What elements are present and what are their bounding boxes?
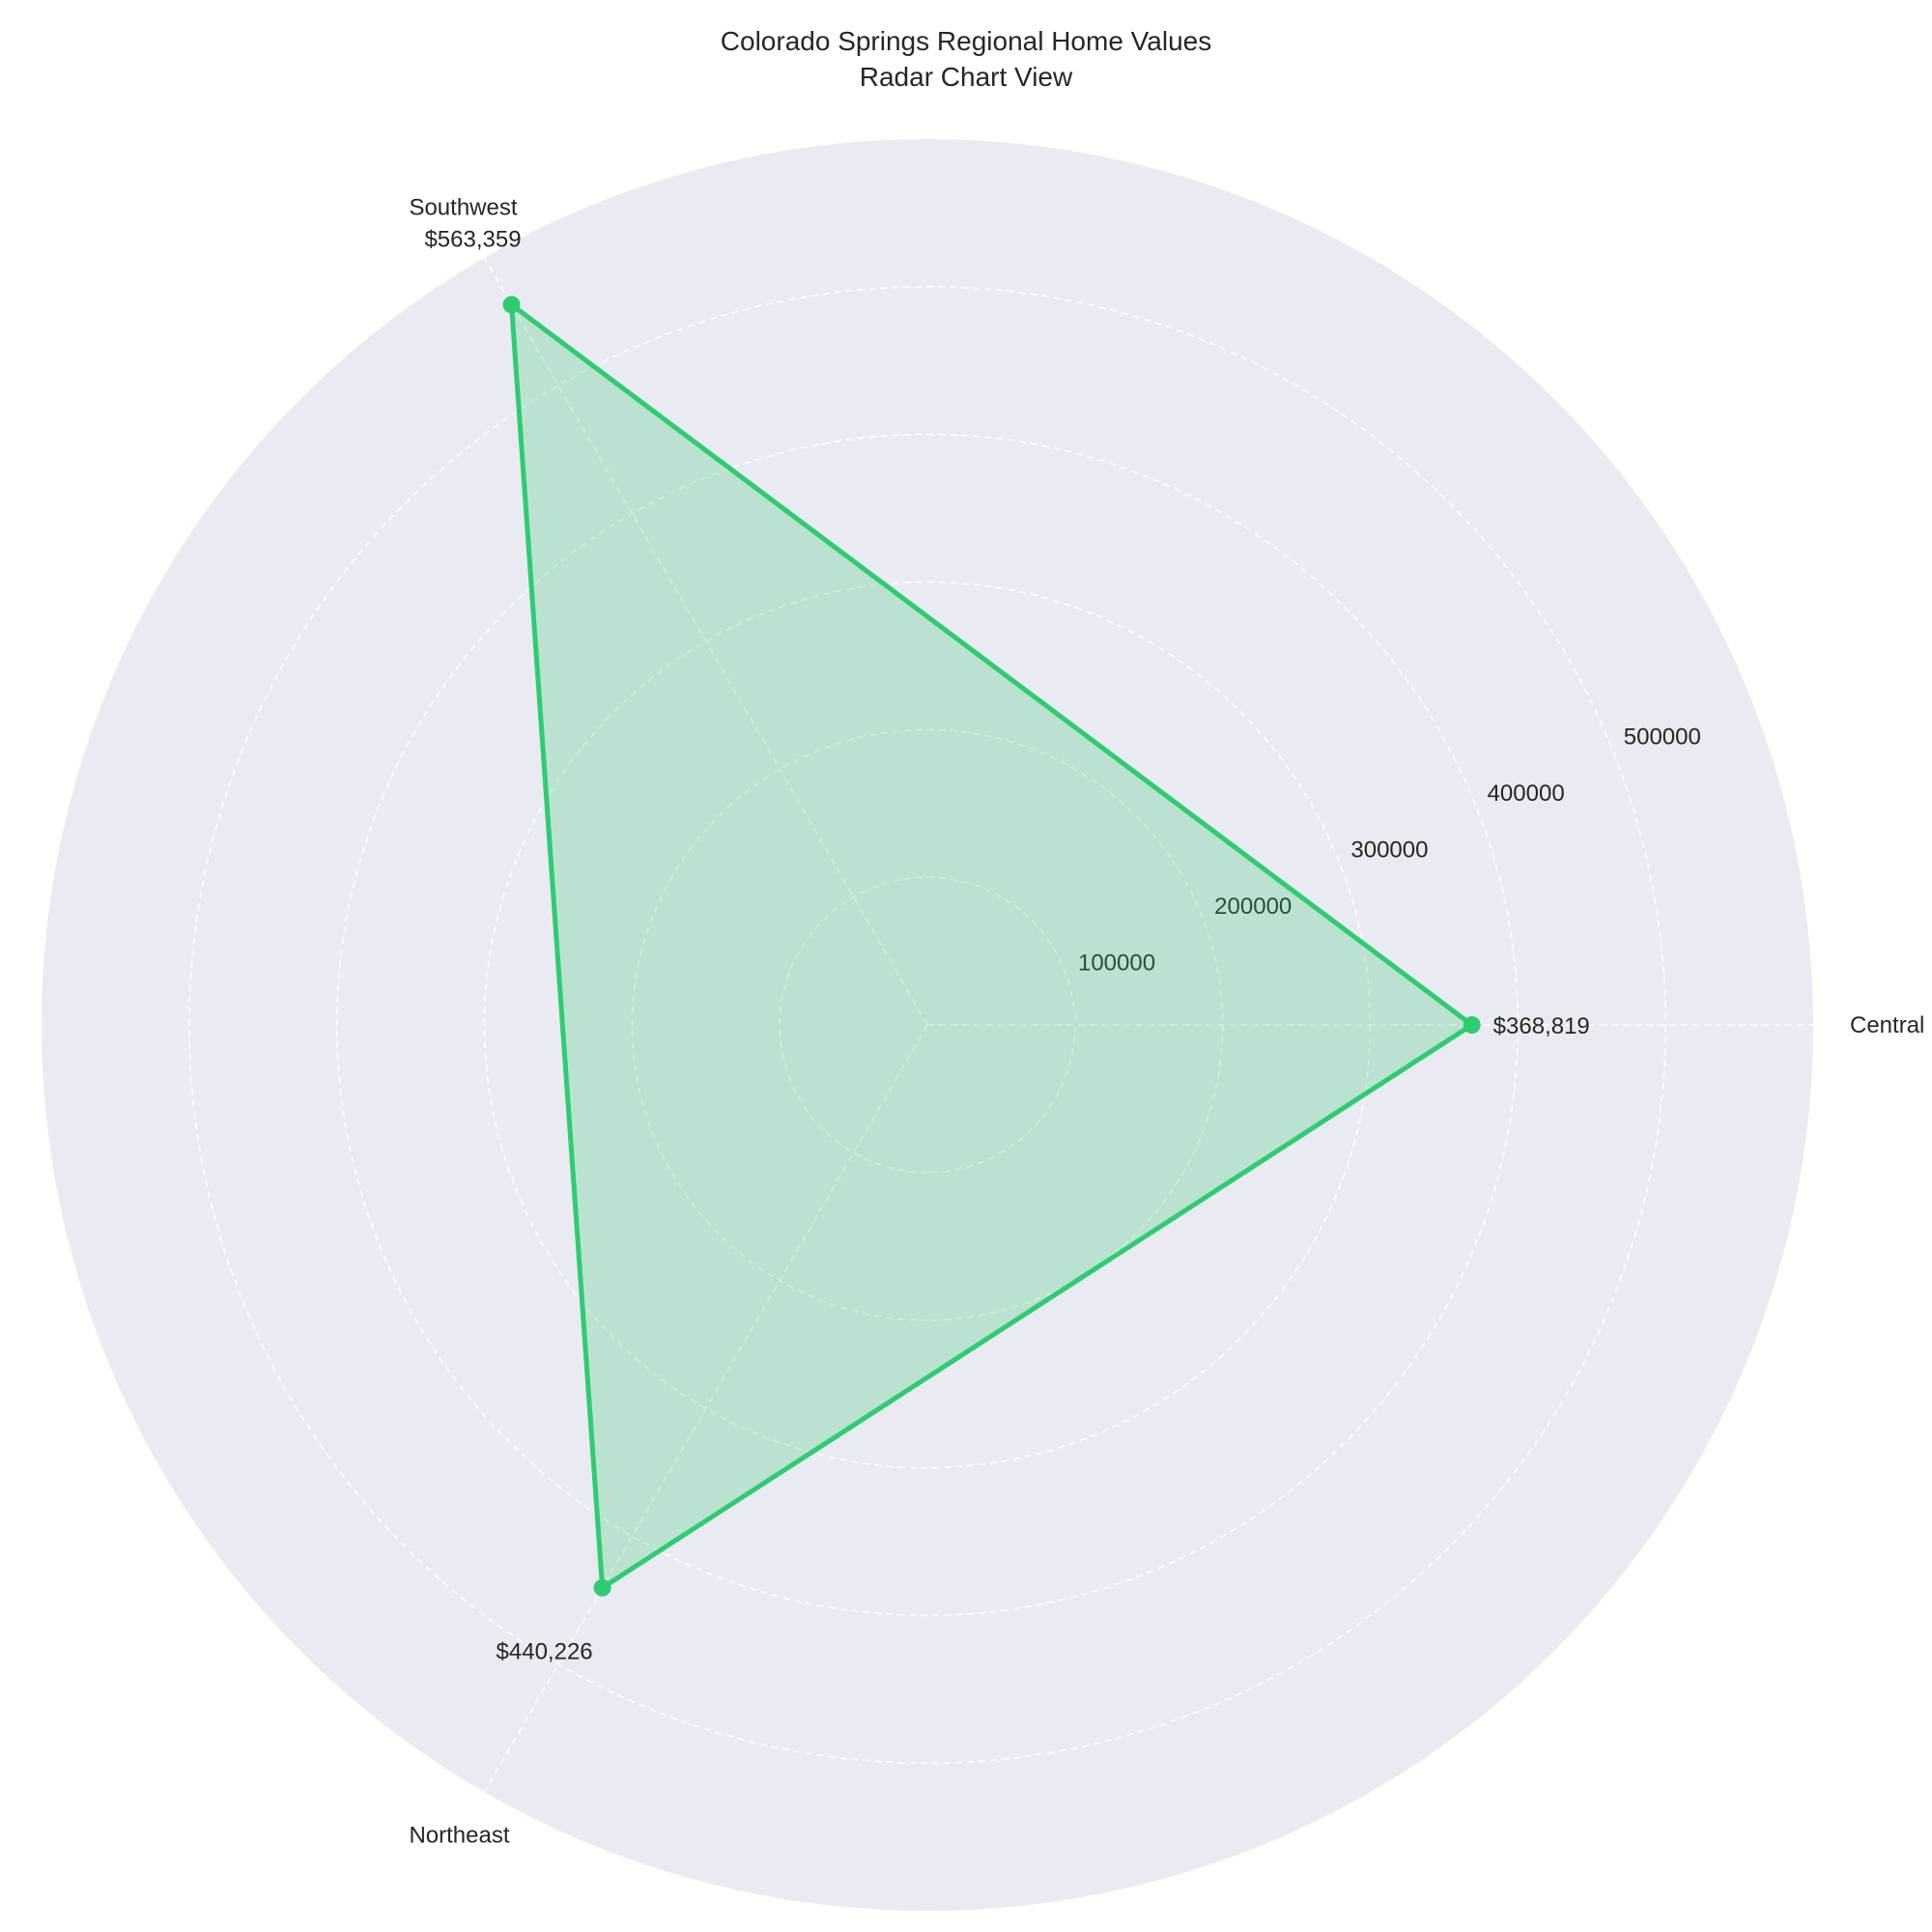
series-line [508,299,1477,1593]
grid-spoke [483,257,928,1026]
value-label: $368,819 [1493,1013,1590,1039]
radial-tick-label: 200000 [1214,894,1292,920]
series-fill [511,304,1472,1588]
data-point-southwest [502,296,521,314]
radial-tick-label: 400000 [1488,781,1565,807]
data-point-central [1463,1016,1481,1034]
category-label-southwest: Southwest [409,195,517,221]
radial-tick-label: 500000 [1624,724,1701,750]
value-label: $440,226 [497,1639,593,1665]
chart-subtitle: Radar Chart View [859,62,1073,92]
grid-ring [779,876,1076,1174]
value-label: $563,359 [424,226,521,252]
grid-spoke [483,1024,928,1793]
radial-tick-label: 100000 [1078,950,1155,976]
grid-ring [335,433,1520,1617]
category-label-northeast: Northeast [409,1822,509,1848]
radial-tick-label: 300000 [1350,837,1428,863]
category-label-central: Central [1850,1012,1924,1038]
grid-ring [188,286,1666,1764]
data-point-northeast [593,1578,611,1597]
chart-title: Colorado Springs Regional Home Values [720,26,1212,56]
